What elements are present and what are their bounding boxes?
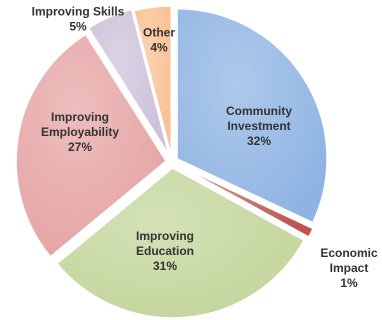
slice-value-improving-employability: 27% [68,140,92,154]
slice-name-economic-impact: Impact [330,261,369,275]
pie-slices [15,5,328,319]
slice-value-community-investment: 32% [247,134,271,148]
slice-sheen-improving-education [56,167,305,318]
slice-label-community-investment: Community Investment 32% [226,104,292,148]
slice-sheen-improving-employability [16,34,167,257]
slice-label-economic-impact: Economic Impact 1% [320,246,378,290]
slice-name-improving-education: Improving [136,229,194,243]
slice-name-community-investment: Community [226,104,292,118]
slice-value-improving-education: 31% [153,259,177,273]
slice-sheen-economic-impact [177,164,314,237]
slice-sheen-community-investment [177,8,328,223]
slice-name-improving-education: Education [136,244,194,258]
slice-sheen-improving-skills [88,9,169,155]
slice-name-improving-employability: Employability [41,125,119,139]
slice-name-improving-skills: Improving Skills [32,5,125,19]
slice-sheen-other [133,6,172,157]
slice-label-improving-skills: Improving Skills 5% [32,5,125,34]
slice-value-economic-impact: 1% [340,276,358,290]
slice-value-other: 4% [150,41,168,55]
slice-name-economic-impact: Economic [320,246,378,260]
pie-labels: Community Investment 32%Economic Impact 1%Im… [32,5,378,291]
slice-value-improving-skills: 5% [69,20,87,34]
slice-name-community-investment: Investment [227,119,290,133]
slice-label-other: Other 4% [143,26,175,55]
slice-label-improving-employability: Improving Employability 27% [41,110,119,154]
slice-name-improving-employability: Improving [51,110,109,124]
slice-label-improving-education: Improving Education 31% [136,229,194,273]
slice-name-other: Other [143,26,175,40]
